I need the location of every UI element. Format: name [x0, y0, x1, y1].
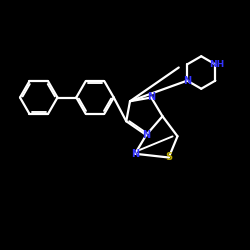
Text: N: N — [147, 92, 155, 102]
Text: S: S — [165, 152, 172, 162]
Text: N: N — [183, 76, 191, 86]
Text: N: N — [142, 130, 150, 140]
Text: N: N — [131, 149, 139, 159]
Text: NH: NH — [209, 60, 224, 69]
